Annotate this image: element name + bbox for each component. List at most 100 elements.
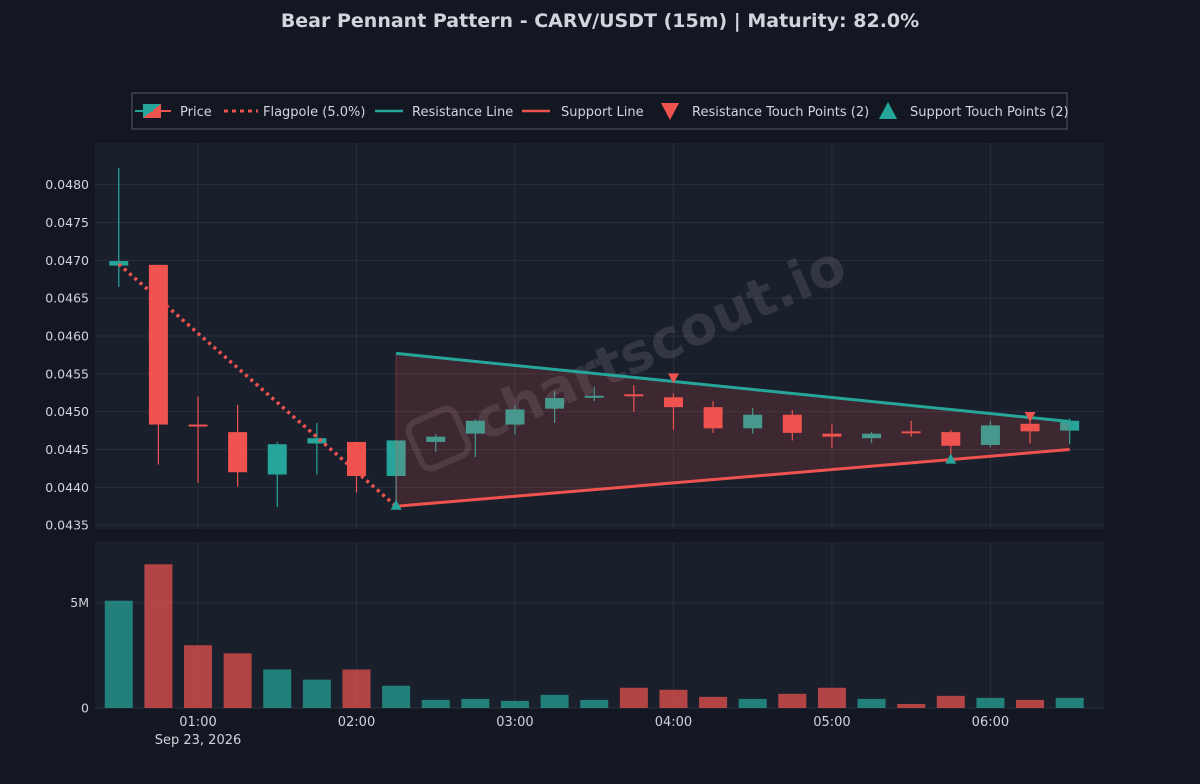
legend-item-price: Price	[135, 104, 212, 120]
candle-body	[862, 433, 882, 439]
candle-body	[782, 414, 802, 433]
resistance-touch-marker	[667, 373, 679, 384]
resistance-line	[395, 351, 1070, 424]
volume-panel	[95, 542, 1104, 708]
candle-body	[148, 264, 168, 425]
volume-bar	[936, 695, 965, 708]
legend-label-support-touch: Support Touch Points (2)	[910, 105, 1069, 120]
volume-bar	[817, 687, 846, 708]
up-triangle-icon	[879, 102, 897, 119]
legend-item-support-touch: Support Touch Points (2)	[879, 102, 1069, 120]
time-tick-label: 03:00	[496, 715, 533, 730]
candle-body	[663, 397, 683, 408]
volume-bar	[619, 687, 648, 708]
chart-title: Bear Pennant Pattern - CARV/USDT (15m) |…	[281, 10, 919, 32]
candle-body	[941, 432, 961, 446]
volume-bar	[857, 698, 886, 708]
volume-bar	[302, 679, 331, 708]
volume-bar	[144, 564, 173, 708]
volume-bar	[104, 600, 133, 708]
candle-body	[267, 444, 287, 475]
legend: Price Flagpole (5.0%) Resistance Line Su…	[131, 92, 1069, 130]
volume-bar	[659, 689, 688, 708]
candle-body	[505, 409, 525, 425]
candle-body	[1020, 423, 1040, 432]
candle-body	[426, 436, 446, 442]
price-tick-label: 0.0475	[45, 215, 89, 230]
candle-body	[1060, 420, 1080, 431]
legend-box	[131, 92, 1068, 130]
legend-label-resistance: Resistance Line	[412, 105, 513, 120]
candle-body	[624, 394, 644, 397]
pennant-area	[396, 353, 1070, 507]
volume-bar	[500, 700, 529, 708]
down-triangle-icon	[661, 103, 679, 120]
volume-bar	[699, 696, 728, 708]
volume-bar	[263, 669, 292, 708]
volume-bar	[580, 699, 609, 708]
volume-tick-label: 0	[81, 701, 89, 716]
time-tick-label: 01:00	[179, 715, 216, 730]
volume-bar	[461, 698, 490, 708]
support-touch-marker	[390, 499, 402, 510]
volume-layer	[104, 564, 1084, 708]
volume-bar	[223, 653, 252, 708]
candle-body	[822, 433, 842, 437]
volume-bar	[778, 693, 807, 708]
legend-item-flagpole: Flagpole (5.0%)	[224, 105, 365, 120]
candles-layer	[109, 167, 1080, 508]
date-tick-label: Sep 23, 2026	[155, 733, 242, 748]
candle-body	[584, 395, 604, 398]
candle-icon	[135, 104, 171, 118]
volume-bar	[897, 703, 926, 708]
pattern-layer	[117, 262, 1070, 508]
support-line	[395, 448, 1070, 508]
price-tick-label: 0.0465	[45, 291, 89, 306]
axes-layer: 0.0435 0.0440 0.0445 0.0450 0.0455 0.0460 0.04…	[45, 177, 1009, 748]
volume-bar	[421, 699, 450, 708]
price-tick-label: 0.0470	[45, 253, 89, 268]
time-tick-label: 05:00	[813, 715, 850, 730]
price-tick-label: 0.0445	[45, 442, 89, 457]
watermark-logo-icon	[405, 405, 472, 472]
time-tick-label: 04:00	[655, 715, 692, 730]
volume-bar	[976, 697, 1005, 708]
candle-body	[228, 432, 248, 473]
support-touch-marker	[945, 453, 957, 464]
volume-bar	[382, 685, 411, 708]
candle-body	[465, 420, 485, 434]
legend-label-resistance-touch: Resistance Touch Points (2)	[692, 105, 869, 120]
legend-label-price: Price	[180, 105, 212, 120]
candle-body	[109, 261, 129, 266]
candle-body	[980, 425, 1000, 445]
candle-body	[307, 438, 327, 444]
candle-body	[743, 414, 763, 429]
candle-body	[386, 440, 406, 477]
time-tick-label: 02:00	[338, 715, 375, 730]
legend-label-flagpole: Flagpole (5.0%)	[263, 105, 365, 120]
price-tick-label: 0.0435	[45, 518, 89, 533]
price-tick-label: 0.0460	[45, 329, 89, 344]
resistance-touch-marker	[1024, 411, 1036, 422]
volume-bar	[184, 645, 213, 708]
markers-layer	[390, 373, 1036, 510]
price-tick-label: 0.0450	[45, 404, 89, 419]
candle-body	[545, 398, 565, 409]
legend-label-support: Support Line	[561, 105, 644, 120]
legend-item-resistance-touch: Resistance Touch Points (2)	[661, 103, 869, 120]
price-tick-label: 0.0455	[45, 366, 89, 381]
volume-tick-label: 5M	[70, 595, 89, 610]
flagpole-line	[117, 262, 398, 508]
price-tick-label: 0.0480	[45, 177, 89, 192]
candle-body	[188, 424, 208, 427]
volume-bar	[738, 698, 767, 708]
time-tick-label: 06:00	[972, 715, 1009, 730]
candle-body	[901, 431, 921, 434]
candle-body	[703, 407, 723, 429]
price-tick-label: 0.0440	[45, 480, 89, 495]
volume-bar	[1016, 699, 1045, 708]
legend-item-resistance: Resistance Line	[375, 105, 513, 120]
volume-bar	[540, 694, 569, 708]
